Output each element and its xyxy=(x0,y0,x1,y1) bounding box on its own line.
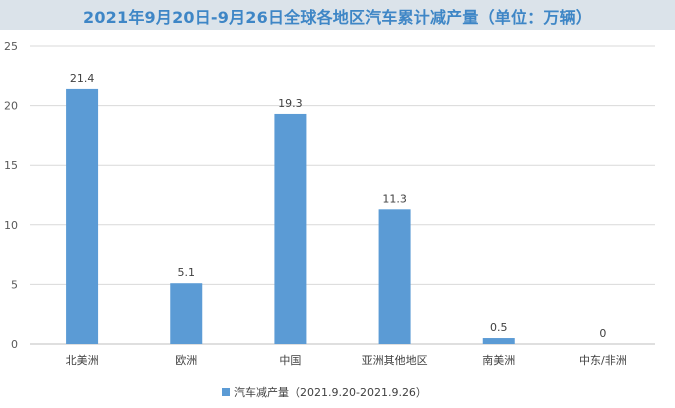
legend-swatch xyxy=(222,388,230,396)
y-tick-label: 20 xyxy=(4,100,18,113)
bar xyxy=(170,283,203,344)
y-tick-label: 10 xyxy=(4,219,18,232)
title-band xyxy=(0,0,675,30)
data-label: 5.1 xyxy=(178,266,196,279)
bar xyxy=(66,88,99,344)
legend-label: 汽车减产量（2021.9.20-2021.9.26） xyxy=(234,385,427,399)
y-axis: 0 5 10 15 20 25 xyxy=(4,40,18,351)
x-tick-label: 亚洲其他地区 xyxy=(362,354,428,367)
legend: 汽车减产量（2021.9.20-2021.9.26） xyxy=(222,385,427,399)
y-tick-label: 5 xyxy=(11,278,18,291)
chart-title: 2021年9月20日-9月26日全球各地区汽车累计减产量（单位：万辆） xyxy=(83,8,592,27)
bar xyxy=(482,338,515,344)
data-label: 11.3 xyxy=(382,192,407,205)
y-tick-label: 0 xyxy=(11,338,18,351)
y-tick-label: 15 xyxy=(4,159,18,172)
x-axis: 北美洲 欧洲 中国 亚洲其他地区 南美洲 中东/非洲 xyxy=(66,354,627,367)
x-tick-label: 南美洲 xyxy=(482,354,515,367)
data-label: 0.5 xyxy=(490,321,508,334)
grid-layer xyxy=(30,45,655,345)
bar xyxy=(378,209,411,344)
bar-series xyxy=(66,88,515,344)
x-tick-label: 中国 xyxy=(279,354,301,367)
bar xyxy=(274,113,307,344)
data-labels: 21.4 5.1 19.3 11.3 0.5 0 xyxy=(70,72,607,340)
x-tick-label: 中东/非洲 xyxy=(579,354,627,367)
y-tick-label: 25 xyxy=(4,40,18,53)
data-label: 21.4 xyxy=(70,72,95,85)
x-tick-label: 北美洲 xyxy=(66,354,99,367)
data-label: 19.3 xyxy=(278,97,303,110)
data-label: 0 xyxy=(599,327,606,340)
x-tick-label: 欧洲 xyxy=(175,354,197,367)
